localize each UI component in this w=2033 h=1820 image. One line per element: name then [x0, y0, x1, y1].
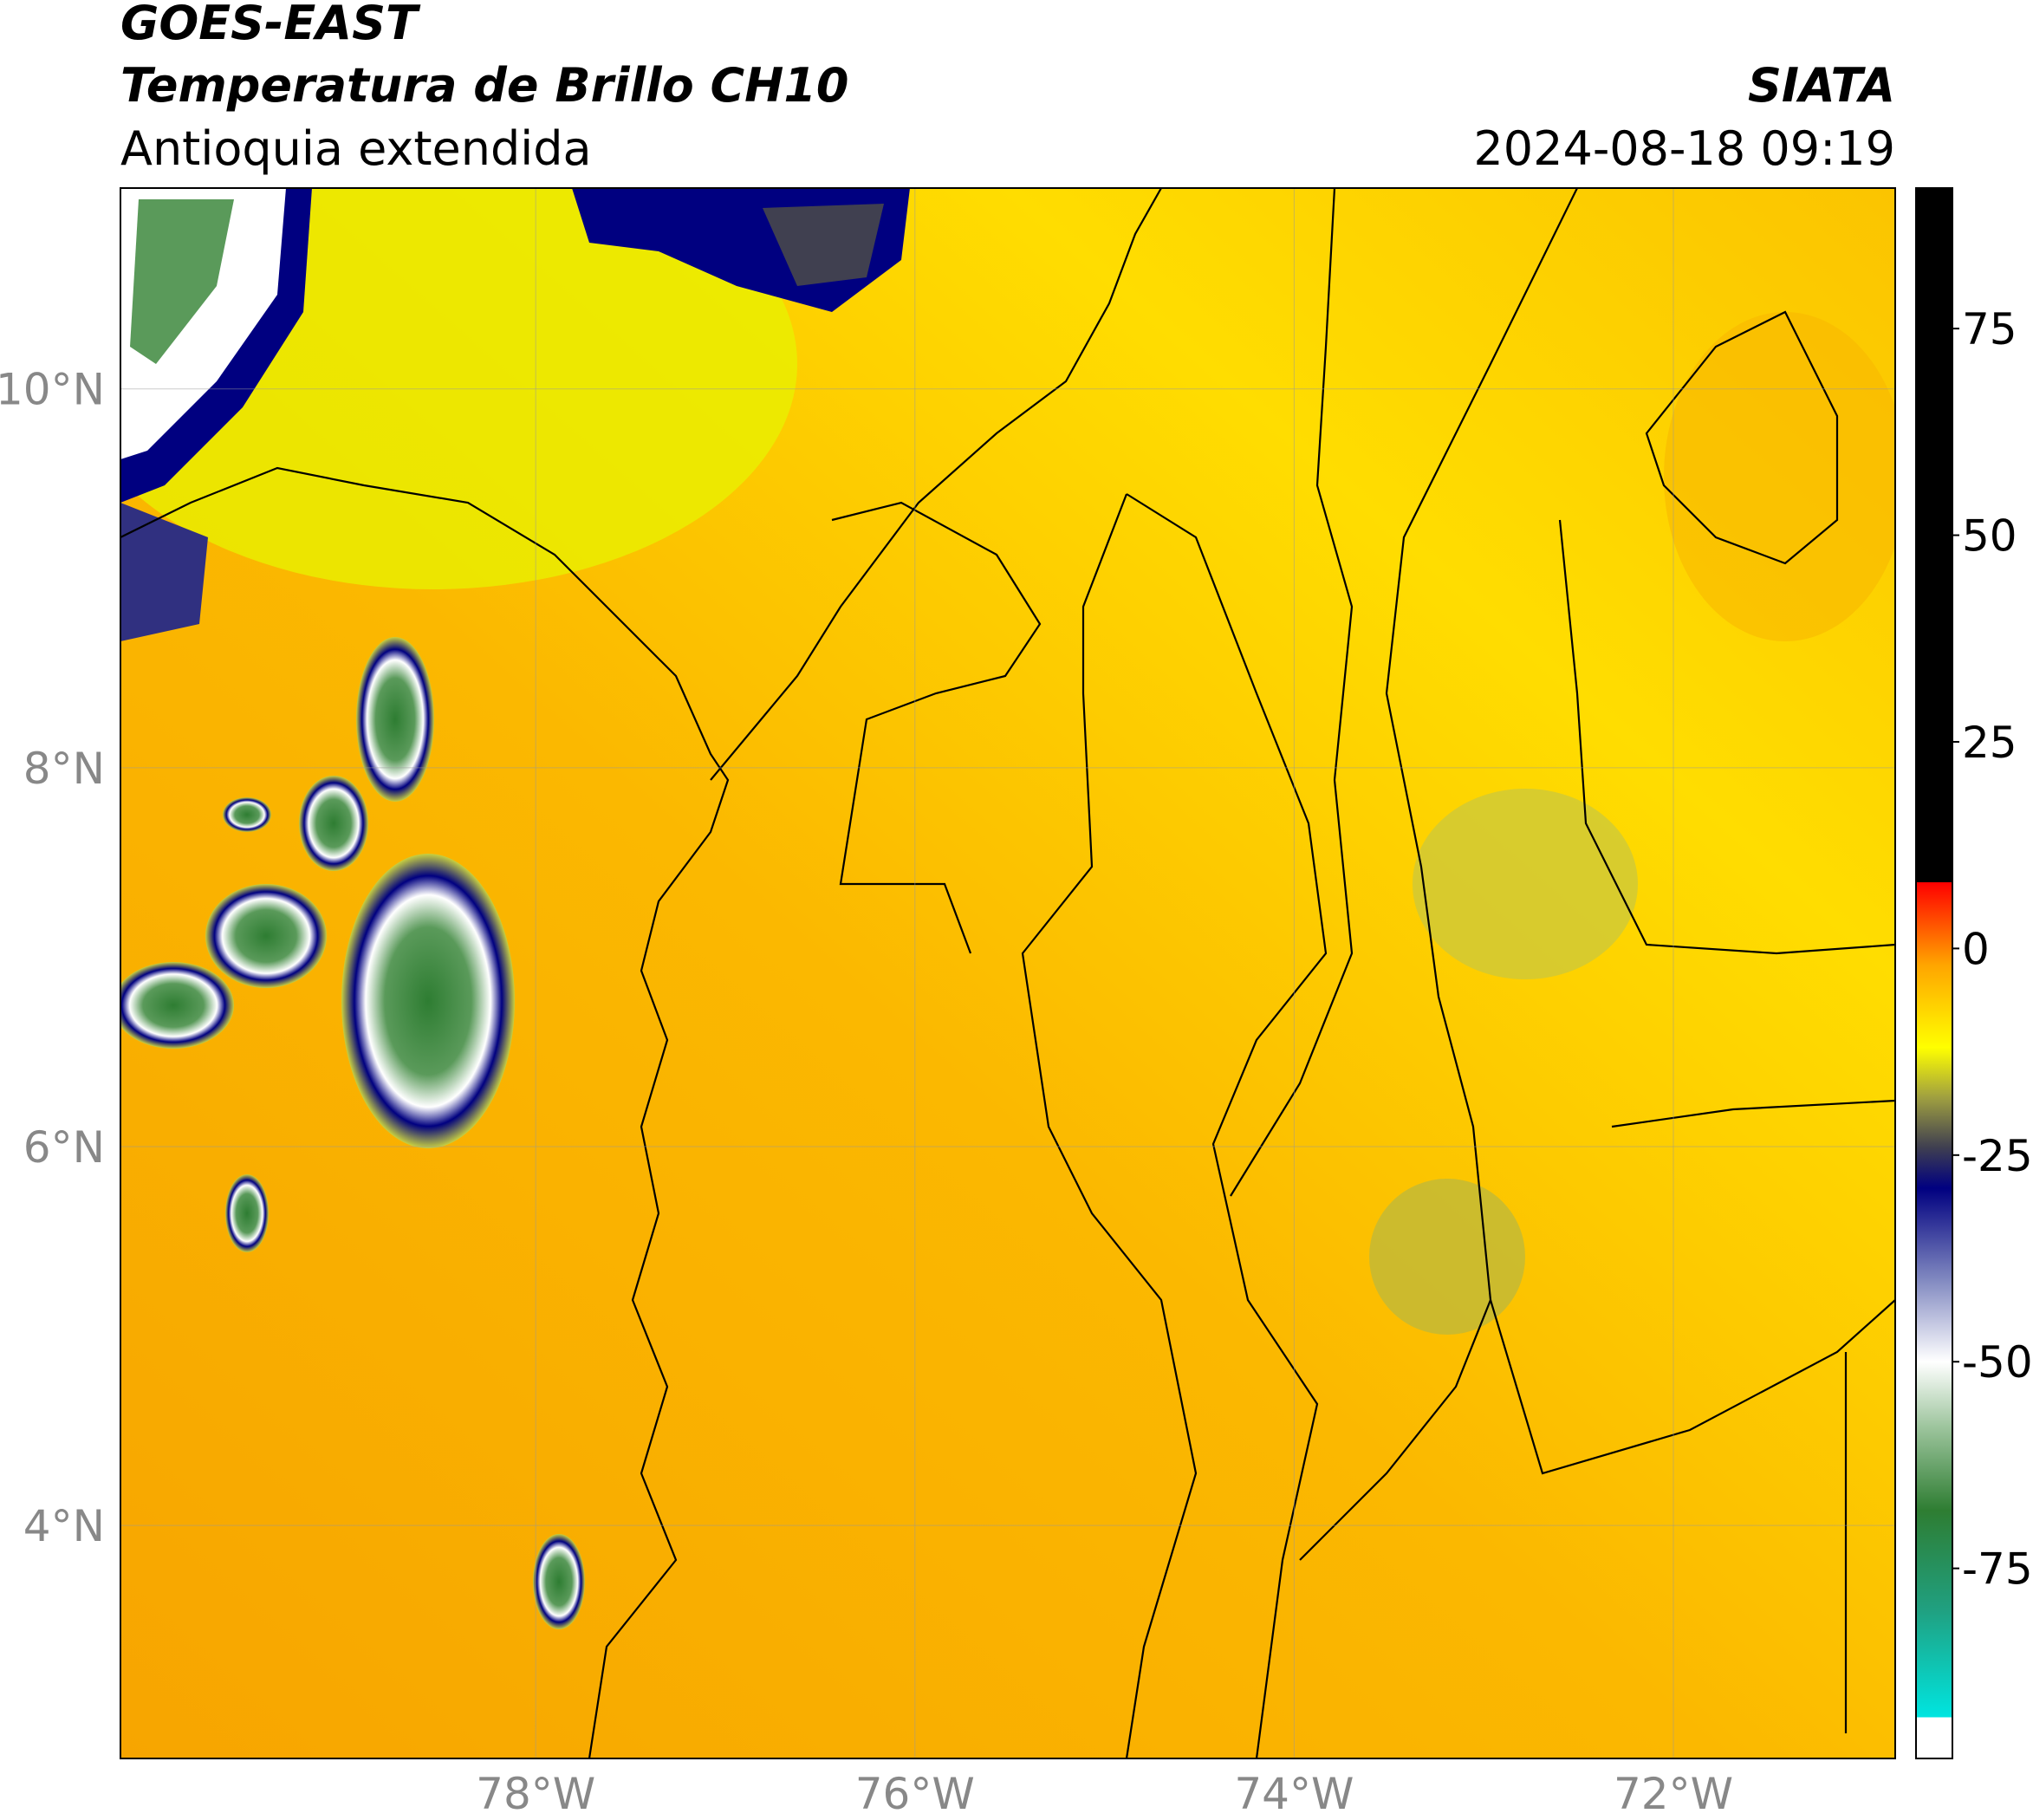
- border: [1611, 1099, 1895, 1128]
- map-frame: [120, 187, 1896, 1759]
- lon-label: 76°W: [855, 1769, 975, 1819]
- lon-label: 72°W: [1614, 1769, 1733, 1819]
- cloud: [533, 1534, 585, 1629]
- source: SIATA: [1748, 58, 1895, 113]
- coastline: [120, 466, 730, 1758]
- grid: [120, 188, 1895, 1758]
- border: [1489, 1299, 1895, 1475]
- colorbar-label: 50: [1962, 511, 2017, 562]
- lat-label: 6°N: [23, 1122, 105, 1173]
- colorbar: [1915, 187, 1953, 1759]
- cloud: [1413, 789, 1638, 979]
- border: [1299, 188, 1578, 1561]
- border: [831, 501, 1042, 954]
- cloud: [763, 204, 884, 286]
- border: [1021, 493, 1198, 1758]
- colorbar-label: -75: [1962, 1544, 2033, 1595]
- lake: [1645, 310, 1839, 565]
- cloud: [205, 884, 327, 988]
- cloud: [356, 637, 434, 802]
- border: [710, 188, 1162, 781]
- cloud: [299, 776, 368, 871]
- cloud: [120, 962, 234, 1049]
- cloud: [223, 797, 271, 832]
- colorbar-label: -25: [1962, 1131, 2033, 1181]
- lon-label: 74°W: [1234, 1769, 1354, 1819]
- border: [1558, 519, 1895, 955]
- colorbar-label: 25: [1962, 718, 2017, 768]
- cloud: [341, 854, 515, 1148]
- lat-label: 8°N: [23, 744, 105, 794]
- region: Antioquia extendida: [120, 121, 592, 176]
- lon-label: 78°W: [476, 1769, 595, 1819]
- border: [1126, 493, 1328, 1758]
- lat-label: 10°N: [0, 365, 105, 415]
- subtitle: Temperatura de Brillo CH10: [120, 58, 849, 113]
- colorbar-label: 75: [1962, 304, 2017, 354]
- datetime: 2024-08-18 09:19: [1473, 121, 1895, 176]
- cloud: [1369, 1179, 1525, 1335]
- lat-label: 4°N: [23, 1501, 105, 1551]
- cloud: [120, 503, 208, 641]
- cloud: [130, 199, 234, 364]
- map: [120, 188, 1895, 1758]
- colorbar-label: -50: [1962, 1337, 2033, 1388]
- cloud: [225, 1174, 269, 1252]
- border: [1230, 188, 1354, 1197]
- colorbar-label: 0: [1962, 924, 1990, 974]
- title: GOES-EAST: [120, 0, 421, 50]
- warm-patch: [1664, 312, 1895, 641]
